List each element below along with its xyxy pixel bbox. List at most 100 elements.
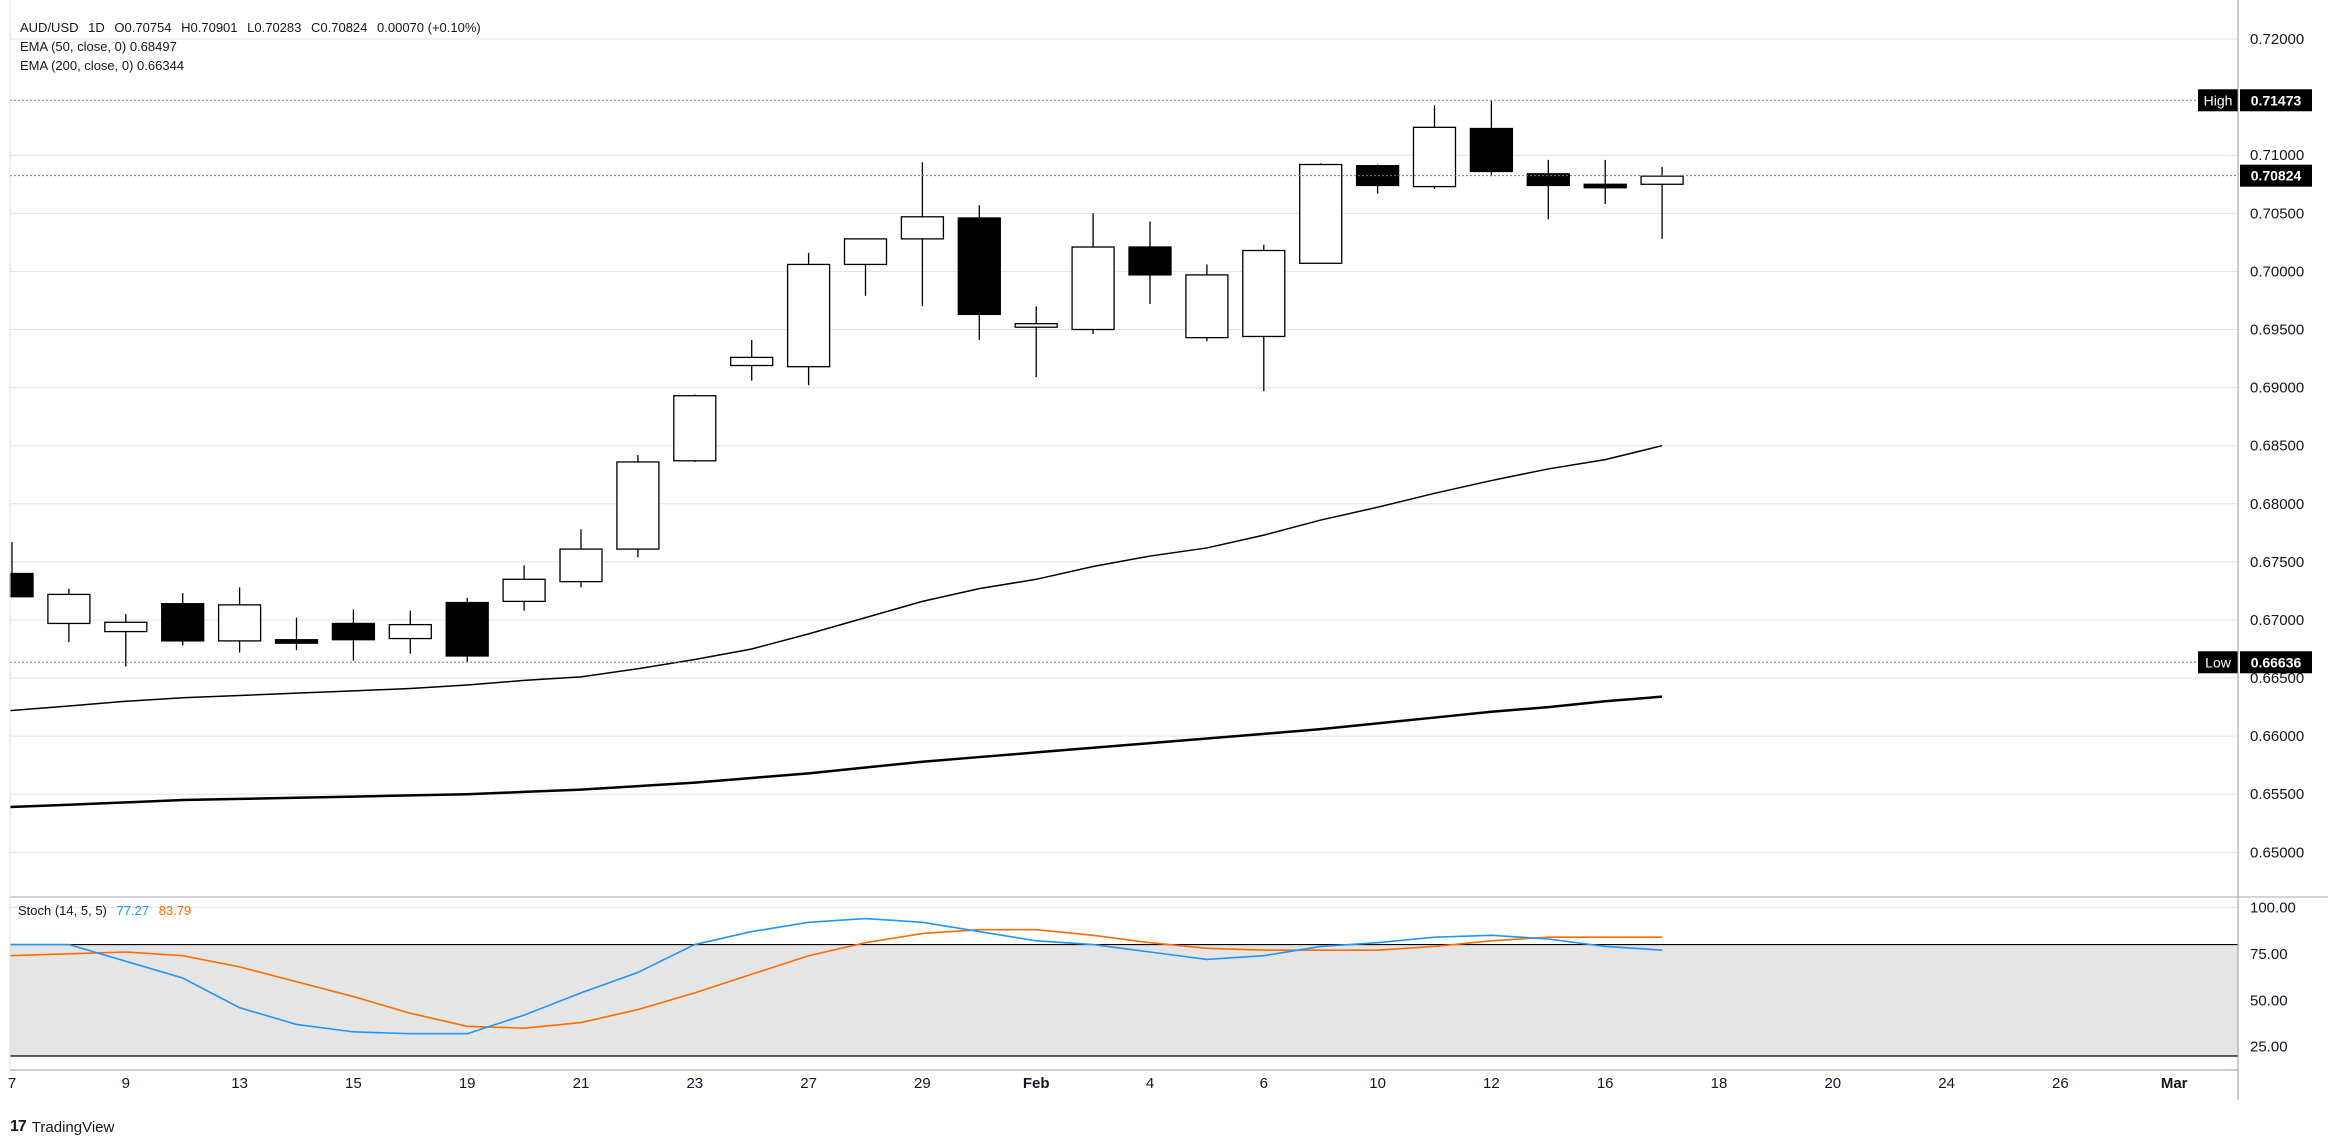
candle-body-down: [9, 572, 34, 598]
symbol-legend: AUD/USD 1D O0.70754 H0.70901 L0.70283 C0…: [20, 20, 487, 35]
candle-body-down: [1469, 127, 1514, 173]
time-tick-label: 29: [914, 1075, 931, 1092]
candle-body-down: [1526, 173, 1570, 187]
price-tick-label: 0.65000: [2250, 844, 2304, 861]
low-value: L0.70283: [247, 20, 302, 35]
candle-body-up: [1242, 249, 1286, 338]
ema50-legend[interactable]: EMA (50, close, 0) 0.68497: [20, 39, 177, 54]
time-tick-label: Feb: [1023, 1075, 1050, 1092]
last-price-bg: [2240, 164, 2312, 187]
time-tick-label: 6: [1260, 1075, 1268, 1092]
axes: 0.72000 0.71000 0.70500 0.70000 0.69500 0.690…: [8, 0, 2328, 1100]
candle-body-up: [843, 238, 888, 266]
time-tick-label: 19: [459, 1075, 476, 1092]
price-tick-label: 0.65500: [2250, 786, 2304, 803]
time-tick-label: Mar: [2161, 1075, 2188, 1092]
price-tick-label: 0.69000: [2250, 380, 2304, 397]
change-value: 0.00070 (+0.10%): [377, 20, 481, 35]
candle-body-up: [217, 604, 262, 642]
candle-body-up: [1071, 246, 1115, 331]
candle-body-up: [502, 578, 546, 603]
ema200-line: [9, 695, 1663, 809]
stoch-d-line: [9, 928, 1663, 1029]
candle-body-up: [1640, 175, 1684, 185]
grid-lines: [10, 38, 2238, 853]
last-price-value: 0.70824: [2251, 168, 2302, 184]
price-tick-label: 0.70500: [2250, 205, 2304, 222]
candlesticks: [9, 100, 1684, 667]
price-tick-label: 0.67500: [2250, 554, 2304, 571]
low-label: Low: [2205, 654, 2232, 670]
ema-lines: [9, 444, 1663, 809]
stoch-tick-label: 50.00: [2250, 992, 2288, 1009]
time-tick-label: 16: [1597, 1075, 1614, 1092]
time-tick-label: 7: [8, 1075, 16, 1092]
stoch-k-line: [10, 917, 1663, 1035]
candle-body-up: [730, 356, 774, 367]
high-label: High: [2204, 92, 2233, 108]
low-value-bg: [2240, 651, 2312, 674]
low-value: 0.66636: [2251, 654, 2302, 670]
candle-body-up: [786, 263, 831, 368]
stoch-label: Stoch (14, 5, 5): [18, 903, 107, 918]
time-tick-label: 13: [231, 1075, 248, 1092]
candle-body-up: [47, 593, 91, 625]
stoch-tick-label: 75.00: [2250, 946, 2288, 963]
time-tick-label: 23: [686, 1075, 703, 1092]
price-tick-label: 0.66500: [2250, 670, 2304, 687]
candle-body-down: [331, 622, 376, 641]
time-tick-label: 9: [122, 1075, 130, 1092]
stochastic-pane: [9, 906, 2238, 1057]
candle-body-up: [1299, 163, 1343, 264]
candle-body-up: [1185, 274, 1229, 339]
interval-label: 1D: [88, 20, 105, 35]
high-value-bg: [2240, 89, 2312, 112]
high-low-lines: High 0.71473 Low 0.66636 0.70824: [10, 89, 2312, 674]
price-tick-label: 0.72000: [2250, 31, 2304, 48]
price-tick-label: 0.68500: [2250, 438, 2304, 455]
tradingview-brand[interactable]: 17 TradingView: [10, 1118, 114, 1136]
stoch-k-value: 77.27: [116, 903, 150, 918]
candle-body-down: [274, 639, 319, 644]
price-tick-label: 0.66000: [2250, 728, 2304, 745]
close-value: C0.70824: [311, 20, 368, 35]
ema200-legend[interactable]: EMA (200, close, 0) 0.66344: [20, 58, 185, 73]
time-tick-label: 26: [2052, 1075, 2069, 1092]
stochastic-legend[interactable]: Stoch (14, 5, 5) 77.27 83.79: [18, 903, 191, 918]
price-tick-label: 0.70000: [2250, 263, 2304, 280]
time-tick-label: 12: [1483, 1075, 1500, 1092]
candle-body-up: [900, 216, 945, 240]
high-value: 0.71473: [2251, 92, 2302, 108]
stoch-tick-label: 100.00: [2250, 899, 2296, 916]
candle-body-down: [957, 217, 1001, 316]
time-tick-label: 21: [573, 1075, 590, 1092]
brand-name: TradingView: [31, 1118, 115, 1136]
high-label-bg: [2198, 89, 2238, 112]
ema50-line: [9, 444, 1663, 712]
price-tick-label: 0.71000: [2250, 147, 2304, 164]
tradingview-logo-icon: 17: [10, 1118, 27, 1135]
candle-body-up: [673, 395, 717, 462]
open-value: O0.70754: [114, 20, 172, 35]
candle-body-up: [388, 623, 432, 640]
candle-body-down: [1128, 246, 1172, 276]
candle-body-up: [1014, 323, 1058, 328]
candle-body-up: [616, 461, 660, 550]
price-tick-label: 0.69500: [2250, 322, 2304, 339]
high-value: H0.70901: [181, 20, 238, 35]
time-tick-label: 15: [345, 1075, 362, 1092]
price-tick-label: 0.68000: [2250, 496, 2304, 513]
time-tick-label: 24: [1938, 1075, 1955, 1092]
time-tick-label: 4: [1146, 1075, 1154, 1092]
time-tick-label: 20: [1824, 1075, 1841, 1092]
candle-body-up: [104, 621, 148, 633]
candle-body-down: [161, 603, 205, 642]
time-tick-label: 10: [1369, 1075, 1386, 1092]
symbol-name: AUD/USD: [20, 20, 79, 35]
time-tick-label: 27: [800, 1075, 817, 1092]
low-label-bg: [2198, 651, 2238, 674]
candle-body-down: [1583, 183, 1627, 189]
candle-body-up: [1412, 126, 1457, 188]
price-tick-label: 0.67000: [2250, 612, 2304, 629]
